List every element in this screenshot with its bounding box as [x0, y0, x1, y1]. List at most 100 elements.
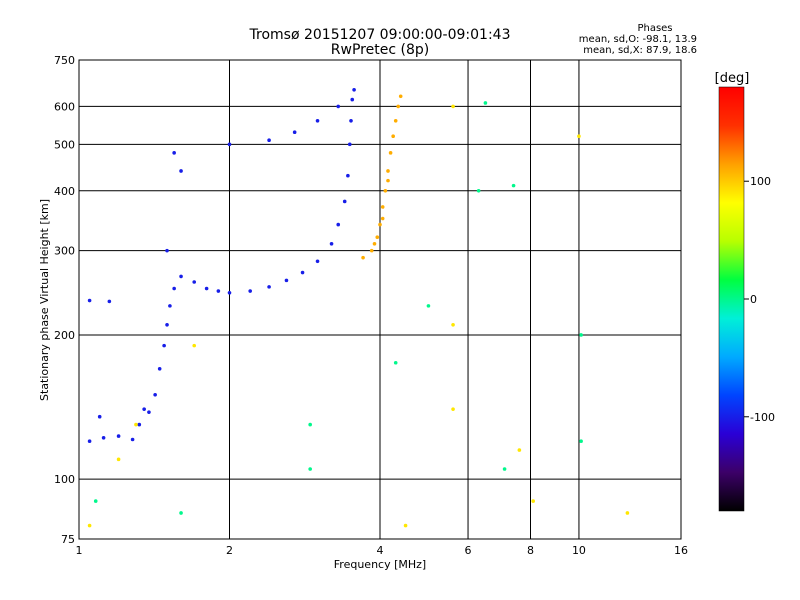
- x-tick-label: 10: [572, 544, 586, 557]
- echo-point: [308, 467, 312, 471]
- echo-point: [336, 222, 341, 227]
- echo-point: [391, 134, 395, 138]
- echo-point: [165, 248, 169, 253]
- x-tick-label: 2: [226, 544, 233, 557]
- x-axis-label: Frequency [MHz]: [334, 558, 426, 571]
- echo-point: [352, 87, 356, 92]
- echo-point: [192, 343, 197, 348]
- echo-point: [142, 407, 146, 411]
- echo-point: [162, 343, 166, 348]
- echo-point: [153, 393, 157, 397]
- echo-point: [137, 422, 142, 427]
- x-tick-label: 8: [527, 544, 534, 557]
- echo-point: [116, 457, 121, 462]
- echo-point: [116, 434, 121, 438]
- echo-point: [315, 118, 320, 123]
- echo-point: [87, 439, 92, 444]
- echo-point: [375, 235, 380, 239]
- phase-box-heading: Phases: [637, 23, 672, 34]
- echo-point: [577, 134, 581, 138]
- echo-point: [361, 255, 365, 260]
- colorbar-tick-label: 0: [750, 293, 757, 306]
- echo-point: [350, 97, 355, 102]
- echo-point: [393, 360, 398, 365]
- echo-point: [147, 410, 151, 414]
- echo-point: [87, 298, 92, 303]
- y-tick-label: 300: [54, 245, 75, 258]
- echo-point: [579, 333, 583, 337]
- echo-point: [380, 205, 385, 209]
- echo-point: [396, 104, 401, 109]
- echo-point: [372, 241, 377, 246]
- echo-point: [292, 130, 297, 135]
- colorbar-label: [deg]: [715, 71, 750, 86]
- y-tick-label: 75: [61, 533, 75, 546]
- phase-box-line-x: mean, sd,X: 87.9, 18.6: [583, 45, 697, 56]
- echo-point: [192, 280, 197, 284]
- echo-point: [267, 285, 271, 289]
- echo-point: [179, 274, 183, 279]
- echo-point: [349, 118, 353, 123]
- echo-point: [476, 188, 481, 193]
- y-tick-label: 600: [54, 100, 75, 113]
- echo-point: [284, 278, 289, 283]
- echo-point: [451, 323, 455, 327]
- echo-point: [157, 366, 162, 371]
- colorbar-tick-label: 100: [750, 175, 771, 188]
- y-tick-label: 750: [54, 54, 75, 67]
- echo-point: [579, 439, 583, 444]
- echo-point: [329, 241, 334, 246]
- echo-point: [267, 138, 271, 143]
- echo-point: [172, 151, 176, 155]
- x-tick-label: 4: [377, 544, 384, 557]
- echo-point: [511, 183, 516, 188]
- echo-point: [107, 299, 112, 304]
- echo-point: [227, 142, 232, 147]
- echo-point: [380, 216, 385, 221]
- colorbar: [718, 86, 745, 512]
- echo-point: [101, 435, 106, 440]
- echo-point: [403, 523, 408, 528]
- echo-point: [386, 178, 390, 183]
- echo-point: [451, 104, 455, 109]
- echo-point: [342, 199, 347, 204]
- echo-point: [300, 270, 305, 275]
- echo-point: [179, 169, 183, 173]
- echo-point: [517, 448, 522, 452]
- y-tick-label: 100: [54, 473, 75, 486]
- echo-point: [248, 289, 252, 293]
- echo-point: [388, 151, 393, 155]
- echo-point: [93, 499, 98, 503]
- echo-point: [308, 422, 312, 427]
- echo-point: [383, 188, 388, 193]
- echo-point: [168, 304, 172, 308]
- echo-point: [398, 94, 403, 99]
- echo-point: [346, 173, 350, 178]
- colorbar-tick-label: -100: [750, 411, 775, 424]
- x-tick-label: 6: [465, 544, 472, 557]
- echo-point: [87, 523, 92, 528]
- x-tick-label: 16: [674, 544, 688, 557]
- echo-point: [172, 286, 176, 291]
- echo-point: [426, 304, 431, 308]
- echo-point: [451, 407, 455, 411]
- echo-point: [97, 414, 102, 419]
- echo-point: [483, 101, 488, 105]
- data-points: [87, 87, 630, 528]
- tick-labels: 1 2 4 6 8 10 16 75 100 200 300 400 500 600 750: [54, 54, 688, 557]
- echo-point: [378, 222, 382, 227]
- y-tick-label: 200: [54, 329, 75, 342]
- echo-point: [179, 511, 183, 515]
- echo-point: [336, 104, 341, 109]
- echo-point: [204, 286, 209, 291]
- echo-point: [369, 248, 374, 253]
- echo-point: [386, 169, 390, 173]
- echo-point: [130, 437, 135, 442]
- phase-box-line-o: mean, sd,O: -98.1, 13.9: [579, 34, 697, 45]
- echo-point: [531, 499, 535, 503]
- chart-subtitle: RwPretec (8p): [331, 42, 429, 58]
- echo-point: [216, 289, 221, 293]
- x-tick-label: 1: [76, 544, 83, 557]
- echo-point: [625, 511, 630, 515]
